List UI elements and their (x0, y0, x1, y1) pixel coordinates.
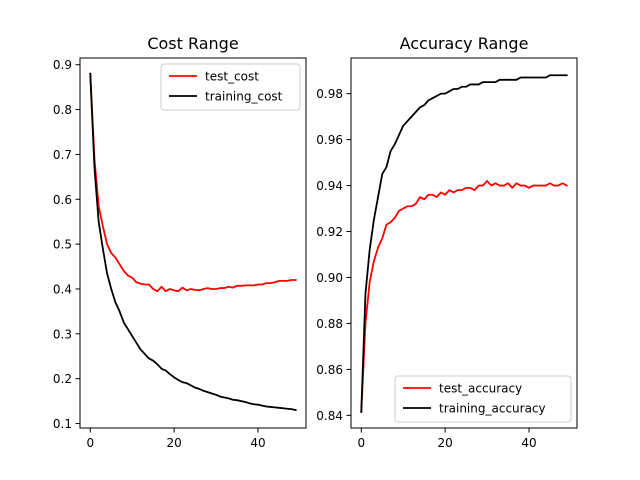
cost-axes-frame (79, 57, 307, 429)
cost-legend: test_cost training_cost (160, 63, 301, 111)
accuracy-y-tick-label: 0.92 (316, 225, 343, 239)
cost-y-tick-label: 0.1 (53, 417, 72, 431)
cost-y-tick-label: 0.5 (53, 238, 72, 252)
cost-chart: Cost Range 0 20 40 0.1 0.2 0.3 0.4 0.5 0.6 0.7 0.8 0… (53, 34, 307, 450)
cost-y-tick-label: 0.4 (53, 282, 72, 296)
accuracy-legend-label-training-accuracy: training_accuracy (439, 402, 546, 416)
cost-y-tick-label: 0.3 (53, 327, 72, 341)
accuracy-x-tick-label: 0 (357, 436, 365, 450)
accuracy-y-tick-label: 0.94 (316, 179, 343, 193)
cost-series-line-training-cost (89, 72, 297, 412)
accuracy-y-tick-label: 0.84 (316, 409, 343, 423)
accuracy-y-tick-label: 0.86 (316, 363, 343, 377)
cost-chart-title: Cost Range (147, 34, 238, 53)
cost-y-tick-label: 0.6 (53, 193, 72, 207)
cost-y-tick-label: 0.2 (53, 372, 72, 386)
cost-y-tick-label: 0.9 (53, 58, 72, 72)
accuracy-x-tick-label: 20 (437, 436, 452, 450)
accuracy-chart: Accuracy Range 0 20 40 0.84 0.86 0.88 0.90 0.92 0… (316, 34, 578, 450)
cost-x-tick-label: 40 (250, 436, 265, 450)
accuracy-y-tick-label: 0.98 (316, 87, 343, 101)
accuracy-y-tick-label: 0.90 (316, 271, 343, 285)
cost-y-tick-label: 0.8 (53, 103, 72, 117)
accuracy-legend-box (394, 375, 572, 423)
cost-x-tick-label: 0 (86, 436, 94, 450)
cost-series-line-test-cost (89, 72, 297, 293)
cost-x-tick-label: 20 (166, 436, 181, 450)
accuracy-series-line-test-accuracy (360, 180, 568, 413)
accuracy-x-tick-label: 40 (521, 436, 536, 450)
accuracy-legend-label-test-accuracy: test_accuracy (439, 382, 522, 396)
accuracy-chart-title: Accuracy Range (400, 34, 529, 53)
accuracy-axes-frame (350, 57, 578, 429)
accuracy-y-tick-label: 0.88 (316, 317, 343, 331)
accuracy-series-line-training-accuracy (360, 74, 568, 413)
cost-legend-label-training-cost: training_cost (205, 90, 283, 104)
accuracy-y-tick-label: 0.96 (316, 133, 343, 147)
cost-y-tick-label: 0.7 (53, 148, 72, 162)
cost-legend-label-test-cost: test_cost (205, 70, 259, 84)
accuracy-legend: test_accuracy training_accuracy (394, 375, 572, 423)
